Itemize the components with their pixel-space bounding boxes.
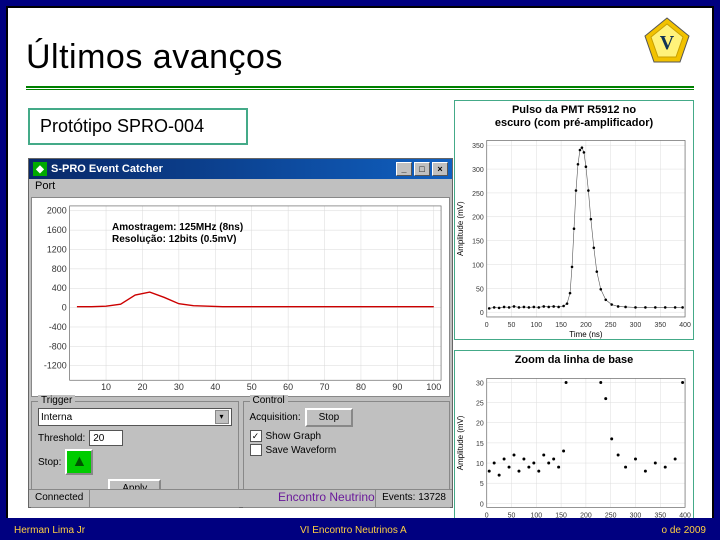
menu-bar: Port: [29, 179, 452, 195]
svg-text:0: 0: [485, 322, 489, 329]
save-waveform-label: Save Waveform: [266, 445, 337, 456]
svg-text:Amplitude (mV): Amplitude (mV): [456, 415, 465, 470]
slide: V Últimos avanços Protótipo SPRO-004 ◆ S…: [6, 6, 714, 534]
waveform-chart: -1200 -800 -400 0 400 800 1200 1600 2000 10 20 30 40…: [31, 197, 450, 397]
status-events: Events: 13728: [375, 490, 452, 507]
svg-text:150: 150: [472, 239, 484, 246]
svg-text:400: 400: [679, 322, 691, 329]
svg-text:30: 30: [174, 382, 184, 392]
svg-text:0: 0: [62, 303, 67, 313]
svg-text:0: 0: [480, 310, 484, 317]
svg-text:100: 100: [472, 263, 484, 270]
svg-text:300: 300: [630, 322, 642, 329]
svg-text:15: 15: [476, 441, 484, 448]
status-connected: Connected: [29, 490, 90, 507]
svg-text:90: 90: [392, 382, 402, 392]
app-icon: ◆: [33, 162, 47, 176]
pmt-title-l2: escuro (com pré-amplificador): [459, 117, 689, 130]
stop-up-button[interactable]: ▲: [65, 449, 93, 475]
threshold-label: Threshold:: [38, 433, 85, 444]
svg-text:30: 30: [476, 380, 484, 387]
annotation-line-1: Amostragem: 125MHz (8ns): [112, 222, 243, 234]
svg-text:50: 50: [508, 322, 516, 329]
show-graph-label: Show Graph: [266, 431, 322, 442]
stop-label: Stop:: [38, 457, 61, 468]
menu-port[interactable]: Port: [35, 180, 55, 192]
prototype-label-text: Protótipo SPRO-004: [40, 116, 204, 136]
svg-text:Amplitude (mV): Amplitude (mV): [456, 201, 465, 256]
control-group-title: Control: [250, 395, 288, 406]
baseline-zoom-panel: Zoom da linha de base 051015202530050100…: [454, 350, 694, 528]
svg-text:60: 60: [283, 382, 293, 392]
pmt-pulse-panel: Pulso da PMT R5912 no escuro (com pré-am…: [454, 100, 694, 340]
chevron-down-icon: ▾: [215, 410, 229, 424]
prototype-label-box: Protótipo SPRO-004: [28, 108, 248, 145]
svg-text:Time (ns): Time (ns): [569, 330, 603, 339]
svg-text:200: 200: [472, 215, 484, 222]
logo-badge: V: [642, 16, 692, 66]
acquisition-stop-button[interactable]: Stop: [305, 408, 354, 427]
footer-year: o de 2009: [662, 525, 707, 536]
svg-text:-1200: -1200: [44, 361, 67, 371]
svg-text:80: 80: [356, 382, 366, 392]
svg-text:-400: -400: [49, 322, 67, 332]
svg-text:250: 250: [472, 191, 484, 198]
save-waveform-checkbox[interactable]: Save Waveform: [250, 444, 444, 456]
svg-text:0: 0: [480, 501, 484, 508]
svg-text:250: 250: [605, 322, 617, 329]
svg-text:70: 70: [320, 382, 330, 392]
pmt-pulse-title: Pulso da PMT R5912 no escuro (com pré-am…: [455, 101, 693, 132]
threshold-input[interactable]: [89, 430, 123, 446]
svg-text:350: 350: [472, 143, 484, 150]
svg-text:25: 25: [476, 400, 484, 407]
show-graph-checkbox[interactable]: ✓ Show Graph: [250, 430, 444, 442]
svg-text:150: 150: [555, 322, 567, 329]
slide-footer: Herman Lima Jr VI Encontro Neutrinos A o…: [0, 518, 720, 540]
svg-text:2000: 2000: [47, 206, 67, 216]
window-titlebar: ◆ S-PRO Event Catcher _ □ ×: [29, 159, 452, 179]
svg-text:20: 20: [476, 420, 484, 427]
footer-event: VI Encontro Neutrinos A: [300, 525, 407, 536]
svg-text:100: 100: [531, 322, 543, 329]
app-window: ◆ S-PRO Event Catcher _ □ × Port -1200 -8…: [28, 158, 453, 508]
svg-text:40: 40: [210, 382, 220, 392]
trigger-mode-value: Interna: [41, 412, 72, 423]
svg-text:10: 10: [101, 382, 111, 392]
acquisition-label: Acquisition:: [250, 412, 301, 423]
svg-text:1600: 1600: [47, 225, 67, 235]
svg-text:5: 5: [480, 481, 484, 488]
svg-text:800: 800: [52, 264, 67, 274]
footer-author: Herman Lima Jr: [14, 525, 85, 536]
svg-text:1200: 1200: [47, 244, 67, 254]
svg-text:10: 10: [476, 461, 484, 468]
pmt-title-l1: Pulso da PMT R5912 no: [459, 104, 689, 117]
svg-text:-800: -800: [49, 341, 67, 351]
svg-text:100: 100: [426, 382, 441, 392]
status-bar: Connected Events: 13728: [29, 489, 452, 507]
footer-link: Encontro Neutrino: [278, 490, 375, 504]
pmt-pulse-chart: 0 50 100 150 200 250 300 350 0 50 100 150 200 250 300 3…: [455, 132, 693, 341]
minimize-button[interactable]: _: [396, 162, 412, 176]
baseline-zoom-title: Zoom da linha de base: [455, 351, 693, 370]
svg-text:350: 350: [654, 322, 666, 329]
annotation-line-2: Resolução: 12bits (0.5mV): [112, 234, 243, 246]
svg-text:50: 50: [476, 287, 484, 294]
logo-letter: V: [660, 32, 675, 54]
slide-title: Últimos avanços: [26, 38, 283, 77]
baseline-zoom-chart: 051015202530050100150200250300350400Time…: [455, 370, 693, 532]
window-title: S-PRO Event Catcher: [51, 163, 163, 175]
svg-text:300: 300: [472, 167, 484, 174]
svg-text:50: 50: [247, 382, 257, 392]
trigger-mode-dropdown[interactable]: Interna ▾: [38, 408, 232, 426]
svg-text:200: 200: [580, 322, 592, 329]
svg-text:400: 400: [52, 283, 67, 293]
close-button[interactable]: ×: [432, 162, 448, 176]
trigger-group-title: Trigger: [38, 395, 75, 406]
chart-annotation: Amostragem: 125MHz (8ns) Resolução: 12bi…: [112, 222, 243, 246]
title-underline: [26, 86, 694, 90]
svg-text:20: 20: [138, 382, 148, 392]
maximize-button[interactable]: □: [414, 162, 430, 176]
